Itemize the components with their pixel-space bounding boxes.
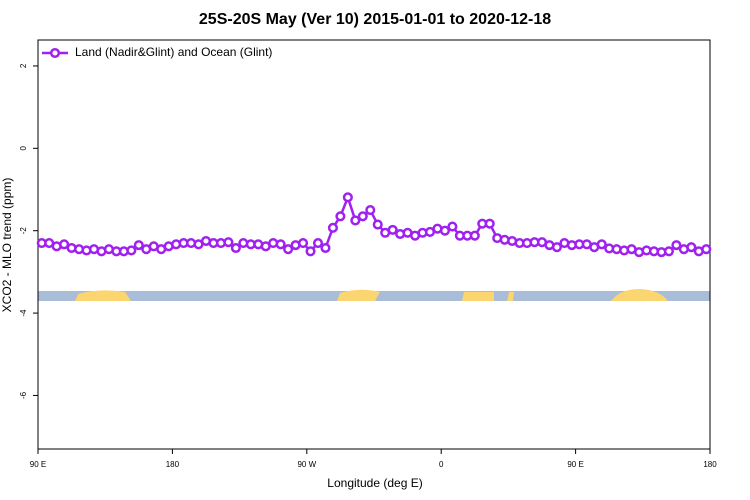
land (75, 290, 131, 301)
x-tick-label: 90 E (30, 460, 46, 469)
x-axis-label: Longitude (deg E) (327, 476, 422, 490)
data-point (342, 192, 353, 203)
land (337, 289, 380, 301)
data-point (223, 237, 234, 248)
legend-label: Land (Nadir&Glint) and Ocean (Glint) (75, 45, 272, 59)
land-mask (38, 289, 710, 301)
x-tick-label: 0 (439, 460, 444, 469)
data-point (671, 240, 682, 251)
data-point (701, 244, 712, 255)
y-axis-label: XCO2 - MLO trend (ppm) (0, 178, 14, 313)
data-point (387, 224, 398, 235)
data-point (327, 222, 338, 233)
data-point (469, 230, 480, 241)
y-tick-label: -4 (19, 309, 28, 317)
data-point (350, 215, 361, 226)
data-point (596, 239, 607, 250)
data-point (59, 239, 70, 250)
data-point (439, 225, 450, 236)
y-tick-label: 2 (19, 63, 28, 68)
data-point (447, 221, 458, 232)
x-tick-label: 180 (703, 460, 717, 469)
data-point (133, 240, 144, 251)
data-point (126, 245, 137, 256)
data-point (551, 242, 562, 253)
land (507, 292, 514, 301)
data-point (357, 211, 368, 222)
data-point (484, 218, 495, 229)
y-tick-label: 0 (19, 146, 28, 151)
x-tick-label: 90 E (567, 460, 583, 469)
x-tick-label: 90 W (297, 460, 316, 469)
data-point (312, 238, 324, 249)
data-point (372, 219, 383, 230)
data-point (686, 242, 697, 253)
land (611, 289, 668, 301)
data-point (298, 238, 309, 249)
legend-marker (49, 47, 61, 59)
data-point (283, 244, 294, 255)
data-point (320, 242, 331, 254)
data-point (663, 246, 674, 257)
data-point (305, 246, 316, 257)
data-point (365, 205, 376, 216)
y-tick-label: -6 (19, 391, 28, 399)
chart-title: 25S-20S May (Ver 10) 2015-01-01 to 2020-… (199, 11, 551, 28)
data-point (335, 211, 346, 222)
x-tick-label: 180 (166, 460, 180, 469)
data-point (275, 239, 286, 250)
data-point (230, 242, 241, 254)
land (462, 292, 494, 301)
y-tick-label: -2 (19, 227, 28, 235)
